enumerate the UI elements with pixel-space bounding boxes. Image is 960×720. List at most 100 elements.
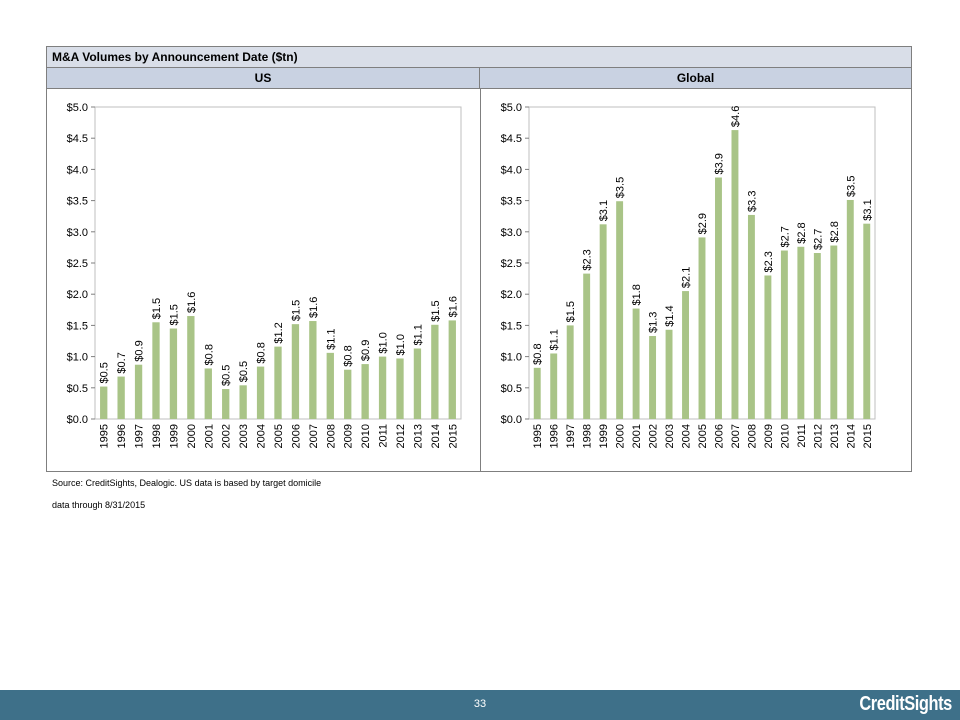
bar xyxy=(344,369,352,419)
data-label: $2.7 xyxy=(812,229,824,250)
y-tick-label: $0.0 xyxy=(501,414,522,426)
x-tick-label: 2003 xyxy=(664,424,676,448)
bar xyxy=(665,329,673,419)
y-tick-label: $4.5 xyxy=(501,133,522,145)
bar xyxy=(274,346,282,419)
data-label: $2.3 xyxy=(763,251,775,272)
bar xyxy=(797,246,805,419)
bar xyxy=(413,348,422,419)
data-label: $1.0 xyxy=(395,334,407,355)
bar xyxy=(378,356,387,419)
y-tick-label: $2.5 xyxy=(67,258,88,270)
bar xyxy=(583,273,591,419)
data-label: $1.8 xyxy=(631,284,643,305)
data-label: $1.5 xyxy=(290,300,302,321)
data-label: $0.8 xyxy=(532,343,544,364)
x-tick-label: 2015 xyxy=(862,424,874,448)
bar xyxy=(256,366,265,419)
data-label: $3.9 xyxy=(713,153,725,174)
x-tick-label: 2001 xyxy=(203,424,215,448)
bar xyxy=(764,275,772,419)
data-label: $3.5 xyxy=(615,177,627,198)
y-tick-label: $4.0 xyxy=(67,164,88,176)
x-tick-label: 1996 xyxy=(116,424,128,448)
data-label: $2.7 xyxy=(779,226,791,247)
y-tick-label: $4.5 xyxy=(67,133,88,145)
data-label: $1.6 xyxy=(186,292,198,313)
x-tick-label: 2002 xyxy=(221,424,233,448)
bar xyxy=(431,324,439,419)
global-bar-chart: $0.0 $0.5 $1.0 $1.5 $2.0 $2.5 $3.0 $3.5 $4.0 $4.5… xyxy=(501,102,876,448)
x-tick-label: 2006 xyxy=(290,424,302,448)
x-tick-label: 2014 xyxy=(845,424,857,448)
data-label: $1.1 xyxy=(549,329,561,350)
data-label: $1.0 xyxy=(378,332,390,353)
x-tick-label: 2002 xyxy=(648,424,660,448)
x-tick-label: 2014 xyxy=(430,424,442,448)
y-tick-label: $1.0 xyxy=(67,352,88,364)
data-label: $0.5 xyxy=(221,365,233,386)
bar xyxy=(863,223,871,419)
bar xyxy=(649,336,657,419)
chart-table: M&A Volumes by Announcement Date ($tn) U… xyxy=(46,46,912,472)
data-label: $1.5 xyxy=(430,300,442,321)
x-tick-label: 2012 xyxy=(812,424,824,448)
x-tick-label: 2008 xyxy=(746,424,758,448)
data-label: $2.1 xyxy=(681,267,693,288)
bar xyxy=(222,389,230,419)
data-label: $0.8 xyxy=(343,345,355,366)
bar xyxy=(533,367,541,419)
global-column-header: Global xyxy=(480,68,911,89)
us-bar-chart: $0.0 $0.5 $1.0 $1.5 $2.0 $2.5 $3.0 $3.5 $4.0 $4.5… xyxy=(67,102,462,448)
bar xyxy=(846,199,854,419)
bar xyxy=(134,364,143,419)
x-tick-label: 2004 xyxy=(681,424,693,448)
y-tick-label: $5.0 xyxy=(67,102,88,114)
bar xyxy=(632,308,640,419)
bar xyxy=(326,352,334,419)
data-through-note: data through 8/31/2015 xyxy=(52,500,146,510)
x-tick-label: 2010 xyxy=(360,424,372,448)
x-tick-label: 1996 xyxy=(549,424,561,448)
data-label: $1.4 xyxy=(664,305,676,326)
y-tick-label: $1.5 xyxy=(67,320,88,332)
bar xyxy=(682,291,689,419)
bar xyxy=(396,358,404,419)
data-label: $1.1 xyxy=(325,328,337,349)
bar xyxy=(715,177,722,419)
y-tick-label: $4.0 xyxy=(501,164,522,176)
x-tick-label: 2005 xyxy=(273,424,285,448)
x-tick-label: 2000 xyxy=(186,424,198,448)
x-tick-label: 2009 xyxy=(763,424,775,448)
brand-logo: CreditSights xyxy=(859,693,952,715)
data-label: $0.5 xyxy=(99,362,111,383)
source-note: Source: CreditSights, Dealogic. US data … xyxy=(52,478,322,488)
x-tick-label: 2011 xyxy=(796,424,808,448)
x-tick-label: 1995 xyxy=(99,424,111,448)
data-label: $0.8 xyxy=(203,344,215,365)
data-label: $1.5 xyxy=(565,301,577,322)
bar xyxy=(187,316,195,419)
x-tick-label: 2011 xyxy=(378,424,390,448)
bar xyxy=(309,321,317,419)
y-tick-label: $3.0 xyxy=(67,227,88,239)
x-tick-label: 2015 xyxy=(447,424,459,448)
data-label: $0.5 xyxy=(238,361,250,382)
us-column-header: US xyxy=(47,68,480,89)
bar xyxy=(550,353,558,419)
x-tick-label: 2001 xyxy=(631,424,643,448)
bar xyxy=(698,237,706,419)
data-label: $2.3 xyxy=(582,249,594,270)
bar xyxy=(830,245,838,419)
x-tick-label: 1999 xyxy=(168,424,180,448)
data-label: $1.2 xyxy=(273,322,285,343)
x-tick-label: 2012 xyxy=(395,424,407,448)
y-tick-label: $0.5 xyxy=(501,383,522,395)
bar xyxy=(117,376,125,419)
y-tick-label: $0.0 xyxy=(67,414,88,426)
x-tick-label: 2010 xyxy=(779,424,791,448)
bar xyxy=(204,368,212,419)
y-tick-label: $2.0 xyxy=(67,289,88,301)
bar xyxy=(747,214,755,419)
x-tick-label: 2004 xyxy=(256,424,268,448)
